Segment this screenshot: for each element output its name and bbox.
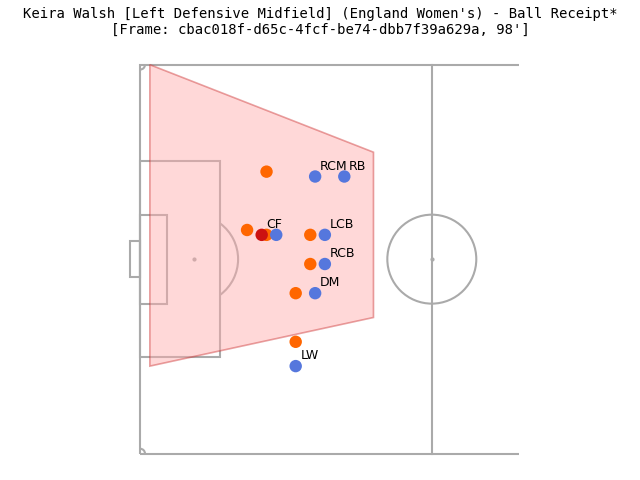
Text: LCB: LCB xyxy=(330,218,354,231)
Point xyxy=(310,173,320,180)
Text: RCB: RCB xyxy=(330,247,355,260)
Point xyxy=(310,289,320,297)
Point xyxy=(261,168,271,176)
Point xyxy=(291,338,301,346)
Point xyxy=(305,260,316,268)
Point xyxy=(320,231,330,239)
Polygon shape xyxy=(150,65,374,366)
Text: LW: LW xyxy=(301,349,319,362)
Title: Keira Walsh [Left Defensive Midfield] (England Women's) - Ball Receipt*
[Frame: : Keira Walsh [Left Defensive Midfield] (E… xyxy=(22,7,618,37)
Bar xyxy=(140,161,220,357)
Point xyxy=(261,231,271,239)
Bar xyxy=(140,215,167,304)
Point xyxy=(305,231,316,239)
Point xyxy=(291,289,301,297)
Bar xyxy=(131,241,140,277)
Text: DM: DM xyxy=(320,276,340,289)
Point xyxy=(271,231,282,239)
Text: RCM: RCM xyxy=(320,160,348,173)
Point xyxy=(320,260,330,268)
Point xyxy=(257,231,267,239)
Text: RB: RB xyxy=(349,160,367,173)
Text: CF: CF xyxy=(266,218,282,231)
Point xyxy=(242,226,252,234)
Point xyxy=(291,362,301,370)
Point xyxy=(339,173,349,180)
